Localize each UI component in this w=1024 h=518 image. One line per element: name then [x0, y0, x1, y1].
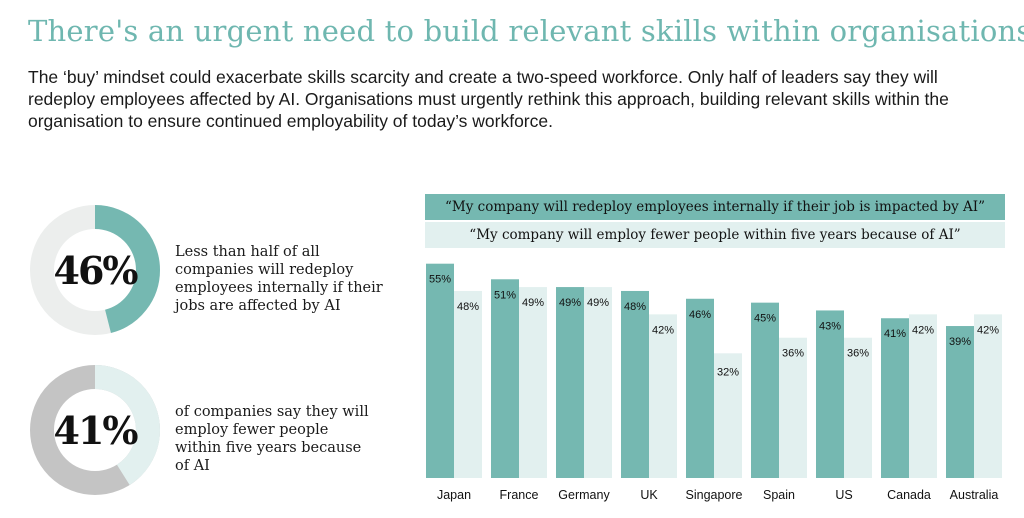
category-label: Spain — [763, 488, 795, 502]
category-label: Singapore — [686, 488, 743, 502]
legend-employ-fewer: “My company will employ fewer people wit… — [425, 222, 1005, 248]
bar-singapore-employ-fewer — [714, 353, 742, 478]
bar-value-label: 43% — [819, 320, 841, 332]
bar-value-label: 49% — [587, 297, 609, 309]
donut-graphic — [30, 365, 160, 495]
category-label: US — [835, 488, 852, 502]
legend-redeploy: “My company will redeploy employees inte… — [425, 194, 1005, 220]
bar-germany-redeploy — [556, 287, 584, 478]
bar-value-label: 45% — [754, 313, 776, 325]
bar-value-label: 36% — [847, 348, 869, 360]
bar-value-label: 42% — [652, 324, 674, 336]
bar-australia-redeploy — [946, 326, 974, 478]
category-label: Australia — [950, 488, 999, 502]
bar-spain-redeploy — [751, 302, 779, 478]
bar-value-label: 55% — [429, 274, 451, 286]
category-label: France — [500, 488, 539, 502]
bar-value-label: 32% — [717, 366, 739, 378]
bar-canada-redeploy — [881, 318, 909, 478]
bar-uk-redeploy — [621, 290, 649, 478]
bar-canada-employ-fewer — [909, 314, 937, 478]
bar-uk-employ-fewer — [649, 314, 677, 478]
bar-france-redeploy — [491, 279, 519, 478]
bar-spain-employ-fewer — [779, 337, 807, 478]
bar-value-label: 42% — [977, 324, 999, 336]
bar-singapore-redeploy — [686, 298, 714, 478]
donut-chart-redeploy: 46% — [30, 205, 160, 335]
bar-japan-employ-fewer — [454, 290, 482, 478]
bar-value-label: 51% — [494, 289, 516, 301]
bar-value-label: 39% — [949, 336, 971, 348]
bar-japan-redeploy — [426, 263, 454, 478]
category-label: Japan — [437, 488, 471, 502]
bar-chart: 55% 48% Japan 51% 49% France 49% 49% Germany 48% 4… — [426, 263, 1002, 502]
donut-graphic — [30, 205, 160, 335]
donut-description: Less than half of all companies will red… — [175, 244, 383, 314]
bar-value-label: 46% — [689, 309, 711, 321]
category-label: UK — [640, 488, 658, 502]
bar-value-label: 49% — [559, 297, 581, 309]
donut-percentage: 46% — [53, 247, 139, 293]
bar-us-redeploy — [816, 310, 844, 478]
bar-australia-employ-fewer — [974, 314, 1002, 478]
category-label: Canada — [887, 488, 931, 502]
bar-value-label: 41% — [884, 328, 906, 340]
donut-percentage: 41% — [53, 407, 139, 453]
page-title: There's an urgent need to build relevant… — [28, 14, 1024, 48]
bar-us-employ-fewer — [844, 337, 872, 478]
bar-value-label: 48% — [624, 301, 646, 313]
bar-value-label: 48% — [457, 301, 479, 313]
donut-arc — [30, 205, 160, 335]
bar-value-label: 42% — [912, 324, 934, 336]
category-label: Germany — [558, 488, 610, 502]
bar-value-label: 36% — [782, 348, 804, 360]
donut-description: of companies say they will employ fewer … — [175, 404, 369, 474]
donut-chart-employ-fewer: 41% — [30, 365, 160, 495]
bar-value-label: 49% — [522, 297, 544, 309]
bar-germany-employ-fewer — [584, 287, 612, 478]
bar-france-employ-fewer — [519, 287, 547, 478]
intro-paragraph: The ‘buy’ mindset could exacerbate skill… — [28, 67, 949, 131]
donut-arc — [30, 365, 160, 495]
